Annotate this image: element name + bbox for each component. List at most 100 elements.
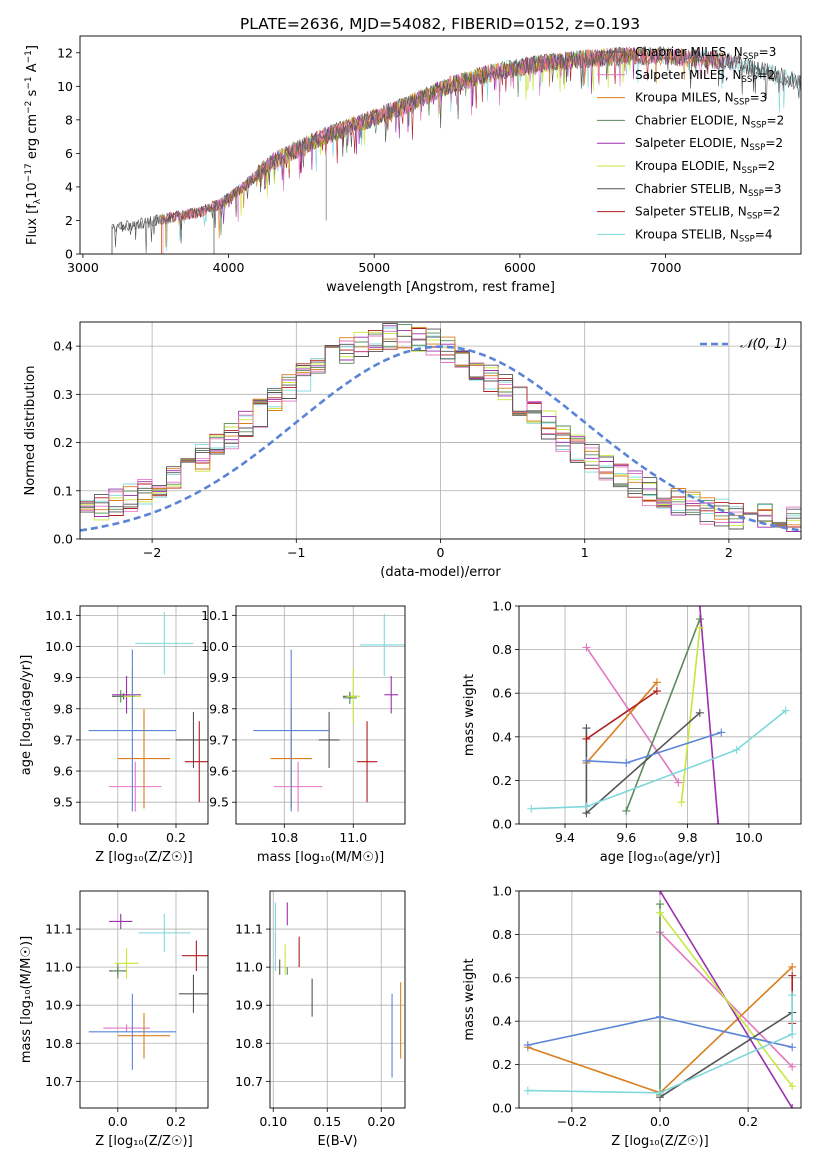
legend-entry-part: Salpeter ELODIE, N — [635, 136, 749, 150]
legend-entry-part: Salpeter MILES, N — [635, 68, 742, 82]
ebv-mass-frame — [269, 890, 406, 1109]
errorbar-point — [273, 761, 323, 812]
weight-marker — [674, 778, 683, 787]
x-tick-label: −1 — [287, 545, 305, 560]
axes-z-age: 0.0 0.2 9.5 9.6 9.7 9.8 9.9 10.0 10.1 Z [log₁₀(Z/… — [19, 606, 208, 865]
weight-marker — [582, 734, 591, 743]
y-axis-label: age [log₁₀(age/yr)] — [19, 655, 34, 776]
y-axis-label-part: erg cm — [25, 114, 40, 163]
x-tick-label: 0.15 — [313, 1114, 341, 1129]
y-tick-label: 12 — [57, 45, 73, 60]
y-tick-label: 10.1 — [201, 608, 229, 623]
errorbar-point — [360, 613, 405, 677]
errorbar-point — [253, 649, 330, 812]
y-tick-label: 9.6 — [209, 764, 229, 779]
z-mass-frame — [79, 890, 209, 1109]
weight-marker — [695, 615, 704, 624]
weight-marker — [652, 687, 661, 696]
weight-marker — [695, 623, 704, 632]
weight-line — [699, 606, 719, 824]
y-axis-label: mass weight — [462, 674, 477, 756]
weight-series — [582, 643, 683, 787]
weight-line — [659, 912, 793, 1087]
legend-entry: Chabrier MILES, NSSP=3 — [635, 45, 776, 62]
weight-marker — [582, 802, 591, 811]
legend-entry-part: SSP — [747, 212, 763, 222]
z-mass-errorbars — [88, 913, 208, 1070]
y-tick-label: 0.2 — [492, 773, 512, 788]
x-tick-label: 9.8 — [678, 830, 698, 845]
y-axis-label-part: s — [25, 89, 40, 100]
weight-line — [585, 646, 680, 784]
x-tick-label: 9.4 — [555, 830, 575, 845]
y-axis-label: Flux [fλ10−17 erg cm−2 s−1 A−1] — [24, 45, 43, 245]
weight-marker — [788, 962, 797, 971]
weight-marker — [788, 1043, 797, 1052]
legend-entry: Salpeter MILES, NSSP=2 — [635, 68, 775, 85]
errorbar-point — [318, 711, 340, 768]
errorbar-point — [88, 993, 176, 1070]
x-tick-label: 0.2 — [738, 1114, 758, 1129]
gaussian-reference-curve — [80, 345, 801, 532]
y-tick-label: 0.2 — [492, 1057, 512, 1072]
errorbar-point — [135, 612, 194, 675]
age-weight-frame — [518, 605, 802, 825]
y-tick-label: 9.7 — [53, 732, 73, 747]
y-tick-label: 11.0 — [235, 960, 263, 975]
x-tick-label: 0.20 — [367, 1114, 395, 1129]
legend-entry-part: =4 — [755, 227, 773, 241]
errorbar-point — [138, 913, 191, 952]
x-tick-label: 11.0 — [339, 830, 367, 845]
weight-marker — [656, 1012, 664, 1021]
weight-marker — [732, 745, 741, 754]
weight-line — [680, 627, 701, 803]
legend-entry-part: =2 — [767, 113, 785, 127]
legend-entry-part: SSP — [742, 166, 758, 176]
x-tick-label: 4000 — [213, 260, 245, 275]
spectrum-frame — [79, 35, 802, 255]
errorbar-point — [181, 940, 208, 971]
weight-marker — [523, 1086, 532, 1095]
y-tick-label: 10.9 — [45, 998, 73, 1013]
x-tick-label: −0.2 — [557, 1114, 587, 1129]
weight-marker — [717, 728, 726, 737]
y-tick-label: 0.4 — [492, 729, 512, 744]
axes-spectrum: 3000 4000 5000 6000 7000 0 2 4 6 8 10 12 wavelength … — [57, 45, 681, 295]
x-tick-label: 0.2 — [166, 830, 186, 845]
legend-entry-part: SSP — [749, 143, 765, 153]
weight-marker — [788, 971, 797, 980]
weight-marker — [677, 798, 686, 807]
y-tick-label: 0.4 — [492, 1014, 512, 1029]
y-tick-label: 0.0 — [492, 1101, 512, 1116]
y-tick-label: 11.0 — [45, 960, 73, 975]
x-tick-label: 5000 — [358, 260, 390, 275]
legend-entry-part: =3 — [759, 45, 777, 59]
z-weight-frame — [518, 890, 802, 1109]
mass-age-errorbars — [253, 613, 405, 812]
legend-entry-part: =2 — [757, 159, 775, 173]
y-tick-label: 8 — [65, 112, 73, 127]
y-tick-label: 9.9 — [209, 670, 229, 685]
y-tick-label: 10.8 — [45, 1036, 73, 1051]
y-tick-label: 10 — [57, 79, 73, 94]
axes-ebv-mass: 0.10 0.15 0.20 10.7 10.8 10.9 11.0 11.1 E(B-V) — [235, 891, 405, 1149]
y-tick-label: 0.8 — [492, 642, 512, 657]
legend-entry: 𝒩(0, 1) — [740, 337, 787, 352]
x-tick-label: 1 — [581, 545, 589, 560]
x-tick-label: 0.0 — [108, 1114, 128, 1129]
errorbar-point — [112, 963, 124, 979]
legend-entry: Salpeter ELODIE, NSSP=2 — [635, 136, 783, 153]
x-tick-label: 0.2 — [166, 1114, 186, 1129]
y-tick-label: 9.8 — [53, 701, 73, 716]
errorbar-point — [109, 761, 162, 812]
weight-line — [531, 709, 787, 810]
weight-marker — [652, 678, 661, 687]
y-axis-label-part: Flux [f — [25, 204, 40, 245]
y-tick-label: 1.0 — [492, 599, 512, 614]
x-tick-label: 7000 — [650, 260, 682, 275]
y-tick-label: 2 — [65, 213, 73, 228]
y-tick-label: 0.3 — [53, 387, 73, 402]
errorbar-point — [114, 948, 139, 979]
